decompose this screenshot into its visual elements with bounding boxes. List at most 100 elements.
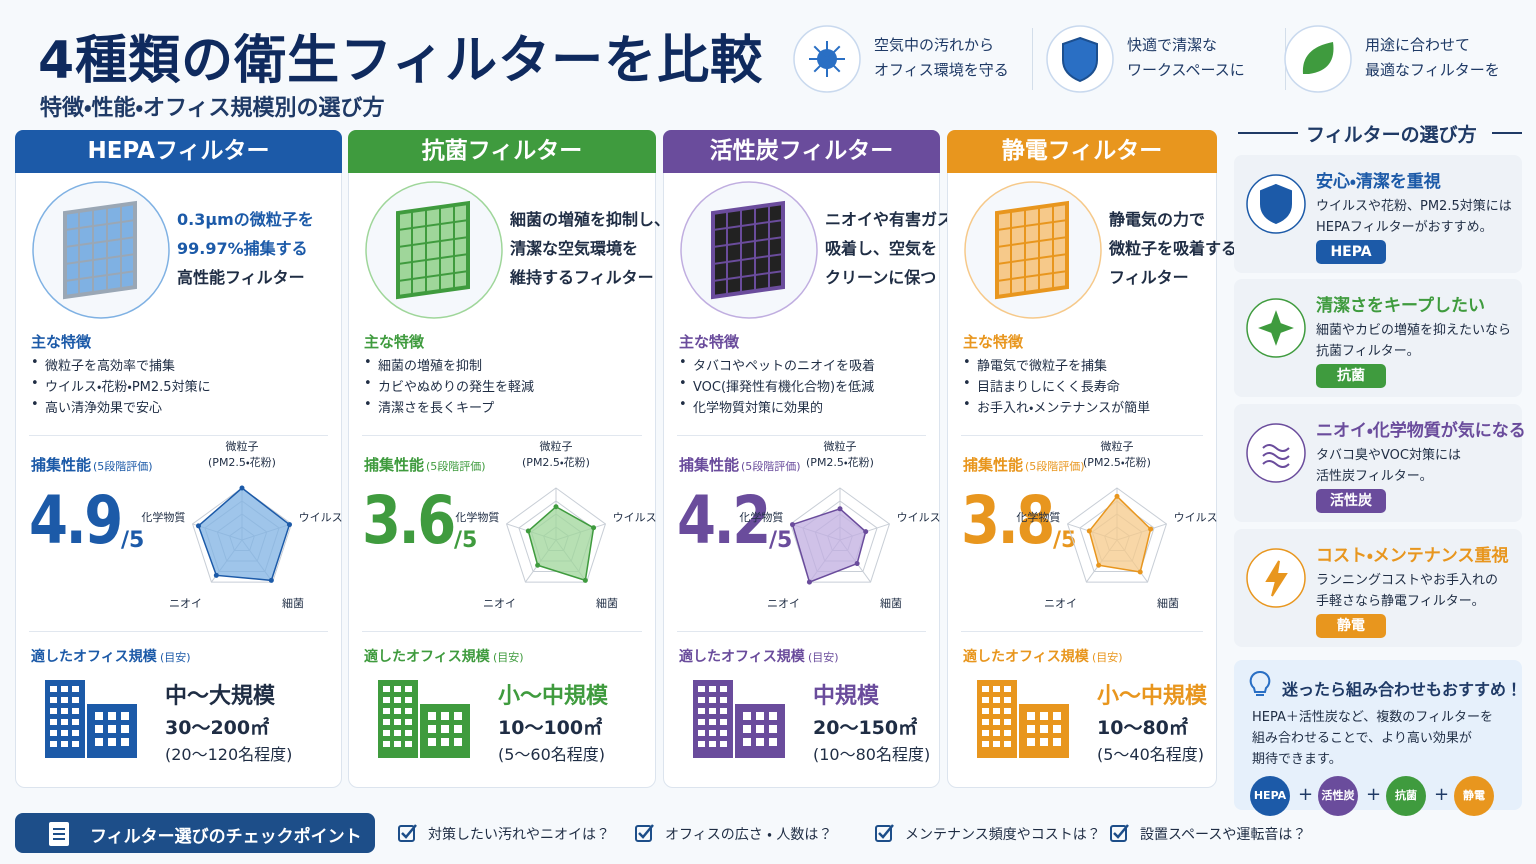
window [441, 738, 449, 746]
radar-axis-label: (PM2.5・花粉) [522, 456, 590, 469]
radar-point [1148, 526, 1154, 532]
filter-grid [713, 219, 783, 231]
window [982, 719, 989, 725]
radar-point [553, 504, 559, 510]
radar-axis-label: ウイルス [299, 511, 343, 524]
window [394, 730, 401, 736]
radar-axis-label: ウイルス [897, 511, 941, 524]
check-icon [635, 824, 654, 842]
icon [826, 58, 841, 73]
window [720, 719, 727, 725]
features-title: 主な特徴 [364, 333, 425, 351]
description: 細菌の増殖を抑制し、 [510, 210, 671, 229]
radar-axis-label: 細菌 [1157, 596, 1179, 610]
window [756, 738, 764, 746]
window [1004, 697, 1011, 703]
card-header: 静電フィルター [947, 130, 1217, 173]
check-icon [1110, 824, 1129, 842]
filter-illustration [680, 181, 818, 319]
bullet: • [679, 397, 687, 412]
radar-axis-label: 細菌 [596, 596, 618, 610]
feature: タバコやペットのニオイを吸着 [693, 359, 876, 374]
window [993, 741, 1000, 747]
window [95, 725, 103, 733]
radar-area [527, 505, 595, 582]
filter-grid [997, 253, 1067, 265]
window [405, 686, 412, 692]
building-icon [378, 680, 470, 758]
bullet: • [31, 376, 39, 391]
filter-illustration [32, 181, 170, 319]
radar-axis-label: (PM2.5・花粉) [1083, 456, 1151, 469]
perf-note: (5段階評価) [1025, 460, 1085, 473]
size-name: 中規模 [813, 684, 880, 709]
combo-chip: 抗菌 [1386, 776, 1426, 816]
bullet: • [31, 397, 39, 412]
combo-chip: HEPA [1250, 776, 1290, 816]
window [743, 738, 751, 746]
filter-grid [997, 236, 1067, 248]
guide-icon [1246, 298, 1306, 358]
guide-tag: 抗菌 [1316, 364, 1386, 388]
radar-area [1088, 495, 1152, 573]
radar-point [790, 522, 796, 528]
card-header: 抗菌フィルター [348, 130, 656, 173]
radar-point [837, 506, 843, 512]
window [1040, 738, 1048, 746]
window [121, 712, 129, 720]
combo-chip: 活性炭 [1318, 776, 1358, 816]
people: (5〜40名程度) [1097, 745, 1205, 764]
window [441, 725, 449, 733]
guide-item-text: ウイルスや花粉、PM2.5対策には [1316, 199, 1512, 214]
radar-point [286, 522, 292, 528]
badge-text: 用途に合わせて [1365, 36, 1471, 54]
guide-item-text: HEPAフィルターがおすすめ。 [1316, 220, 1493, 235]
combo-text: HEPA＋活性炭など、複数のフィルターを [1252, 710, 1493, 725]
window [709, 708, 716, 714]
window [720, 697, 727, 703]
bullet: • [364, 355, 372, 370]
guide-item-title: コスト・メンテナンス重視 [1316, 546, 1509, 566]
people: (20〜120名程度) [165, 745, 293, 764]
feature: VOC(揮発性有機化合物)を低減 [693, 380, 875, 395]
icon-circle [1246, 423, 1306, 483]
separator [29, 435, 328, 436]
feature: 微粒子を高効率で捕集 [45, 359, 176, 374]
description: 静電気の力で [1109, 210, 1206, 229]
radar-axis-label: 細菌 [880, 596, 902, 610]
filter-illustration [964, 181, 1102, 319]
perf-label: 捕集性能 [364, 456, 425, 474]
window [756, 712, 764, 720]
filter-grid [398, 270, 468, 282]
badge-text: オフィス環境を守る [874, 61, 1009, 79]
radar-point [591, 525, 597, 531]
window [454, 712, 462, 720]
guide-item-text: 活性炭フィルター。 [1316, 469, 1433, 484]
bullet: • [963, 355, 971, 370]
combo-chip: 静電 [1454, 776, 1494, 816]
separator [961, 435, 1203, 436]
filter-grid [713, 236, 783, 248]
radar-point [1086, 528, 1092, 534]
radar-area [197, 487, 291, 582]
guide-icon [1246, 174, 1306, 234]
radar-point [854, 561, 860, 567]
radar-axis-label: 細菌 [282, 596, 304, 610]
guide-item-title: 清潔さをキープしたい [1316, 296, 1485, 316]
window [720, 741, 727, 747]
window [982, 697, 989, 703]
window [454, 738, 462, 746]
combo-plus: + [1434, 784, 1450, 805]
window [720, 730, 727, 736]
guide-icon [1246, 548, 1306, 608]
filter-grid [398, 219, 468, 231]
radar-axis-label: ニオイ [483, 597, 516, 610]
filter-grid [65, 253, 135, 265]
filter-frame [711, 200, 785, 300]
radar-point [1137, 569, 1143, 575]
building-icon [977, 680, 1069, 758]
building-icon [693, 680, 785, 758]
separator [677, 631, 926, 632]
window [993, 719, 1000, 725]
